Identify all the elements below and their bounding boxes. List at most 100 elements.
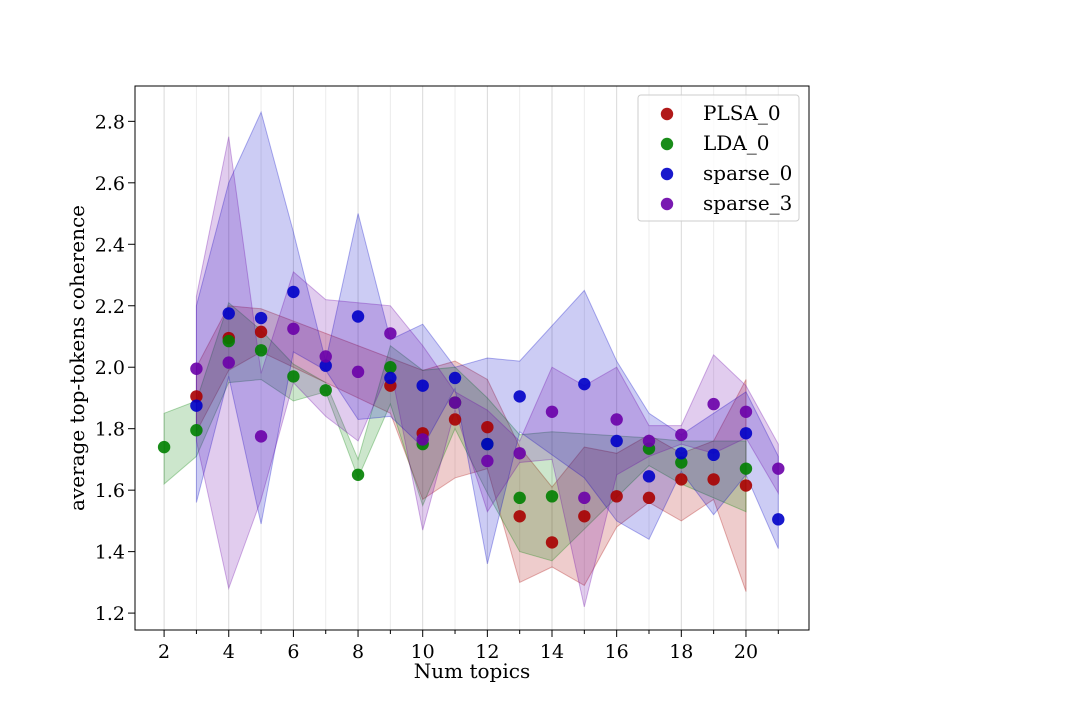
x-tick-label: 8 — [352, 641, 364, 663]
y-tick-label: 2.4 — [95, 234, 125, 256]
point-sparse_3 — [448, 396, 462, 409]
legend-marker-sparse_0 — [660, 167, 674, 181]
point-sparse_3 — [384, 327, 397, 340]
x-tick-label: 4 — [223, 641, 235, 663]
legend-marker-sparse_3 — [660, 197, 674, 211]
point-sparse_0 — [481, 437, 494, 451]
legend: PLSA_0 LDA_0 sparse_0 sparse_3 — [637, 94, 800, 222]
point-sparse_3 — [287, 322, 300, 336]
point-LDA_0 — [319, 384, 332, 397]
point-PLSA_0 — [254, 325, 268, 339]
point-LDA_0 — [254, 344, 268, 357]
x-axis-label: Num topics — [414, 659, 530, 683]
point-sparse_3 — [416, 433, 429, 446]
point-sparse_0 — [222, 307, 235, 320]
point-PLSA_0 — [448, 413, 462, 426]
point-LDA_0 — [513, 491, 526, 505]
point-PLSA_0 — [610, 490, 623, 503]
point-sparse_3 — [190, 362, 203, 375]
x-tick-label: 10 — [411, 641, 435, 663]
point-sparse_0 — [416, 379, 429, 392]
x-tick-label: 12 — [475, 641, 499, 663]
point-LDA_0 — [351, 468, 365, 481]
point-sparse_0 — [351, 310, 365, 323]
y-tick-label: 1.8 — [95, 419, 125, 441]
point-PLSA_0 — [642, 491, 656, 505]
point-sparse_0 — [190, 399, 203, 412]
band-LDA_0 — [163, 301, 747, 562]
point-PLSA_0 — [190, 390, 203, 403]
point-sparse_0 — [384, 371, 397, 385]
point-LDA_0 — [739, 462, 753, 475]
point-LDA_0 — [287, 370, 300, 383]
x-tick-label: 6 — [287, 641, 299, 663]
point-PLSA_0 — [739, 479, 753, 492]
plot-frame — [134, 85, 810, 631]
confidence-bands — [163, 110, 779, 608]
x-tick-label: 2 — [158, 641, 170, 663]
data-points — [157, 285, 785, 549]
point-sparse_0 — [675, 447, 688, 460]
point-sparse_3 — [319, 350, 332, 363]
legend-label-PLSA_0: PLSA_0 — [703, 101, 781, 125]
legend-label-sparse_0: sparse_0 — [703, 161, 792, 185]
point-PLSA_0 — [545, 536, 559, 549]
point-LDA_0 — [384, 361, 397, 374]
axis-ticks: 2 4 6 8 10 12 14 16 18 20 1.2 1.4 1.6 1.8 2.0 2.2 2.4 2.6… — [95, 111, 779, 663]
y-tick-label: 1.6 — [95, 480, 125, 502]
point-sparse_3 — [642, 434, 656, 448]
point-sparse_3 — [578, 491, 591, 505]
x-tick-label: 18 — [669, 641, 693, 663]
y-tick-label: 1.4 — [95, 542, 125, 564]
legend-label-sparse_3: sparse_3 — [703, 191, 792, 215]
legend-box — [637, 94, 800, 222]
point-PLSA_0 — [578, 510, 591, 523]
point-sparse_3 — [545, 405, 559, 418]
y-tick-label: 1.2 — [95, 603, 125, 625]
point-sparse_3 — [675, 428, 688, 442]
point-sparse_3 — [513, 447, 526, 460]
band-PLSA_0 — [195, 305, 747, 592]
point-sparse_0 — [319, 359, 332, 372]
point-sparse_3 — [772, 462, 785, 475]
point-sparse_3 — [481, 454, 494, 468]
point-LDA_0 — [545, 490, 559, 503]
point-LDA_0 — [222, 334, 235, 348]
point-sparse_0 — [578, 377, 591, 391]
point-sparse_3 — [610, 413, 623, 426]
x-tick-label: 14 — [540, 641, 564, 663]
point-LDA_0 — [190, 424, 203, 437]
point-LDA_0 — [675, 456, 688, 469]
point-PLSA_0 — [707, 473, 720, 486]
point-sparse_0 — [287, 285, 300, 299]
x-tick-label: 20 — [734, 641, 758, 663]
point-PLSA_0 — [481, 420, 494, 434]
point-PLSA_0 — [675, 473, 688, 486]
point-sparse_0 — [448, 371, 462, 385]
point-PLSA_0 — [513, 510, 526, 523]
point-sparse_0 — [610, 434, 623, 448]
band-sparse_3 — [195, 136, 779, 608]
y-tick-label: 2.2 — [95, 296, 125, 318]
point-LDA_0 — [157, 440, 171, 454]
point-sparse_3 — [222, 356, 235, 369]
point-sparse_3 — [707, 397, 720, 411]
point-sparse_0 — [772, 513, 785, 526]
point-sparse_0 — [513, 390, 526, 403]
y-tick-label: 2.8 — [95, 111, 125, 133]
y-tick-label: 2.0 — [95, 357, 125, 379]
legend-label-LDA_0: LDA_0 — [703, 131, 769, 155]
point-sparse_3 — [351, 365, 365, 379]
legend-marker-LDA_0 — [660, 137, 674, 151]
y-tick-label: 2.6 — [95, 173, 125, 195]
point-sparse_0 — [254, 311, 268, 325]
point-sparse_0 — [739, 427, 753, 440]
point-sparse_3 — [739, 405, 753, 418]
point-sparse_0 — [707, 448, 720, 462]
y-axis-label: average top-tokens coherence — [65, 205, 89, 511]
legend-marker-PLSA_0 — [660, 107, 674, 121]
point-sparse_3 — [254, 430, 268, 443]
point-sparse_0 — [642, 470, 656, 483]
legend-entries: PLSA_0 LDA_0 sparse_0 sparse_3 — [660, 101, 792, 215]
